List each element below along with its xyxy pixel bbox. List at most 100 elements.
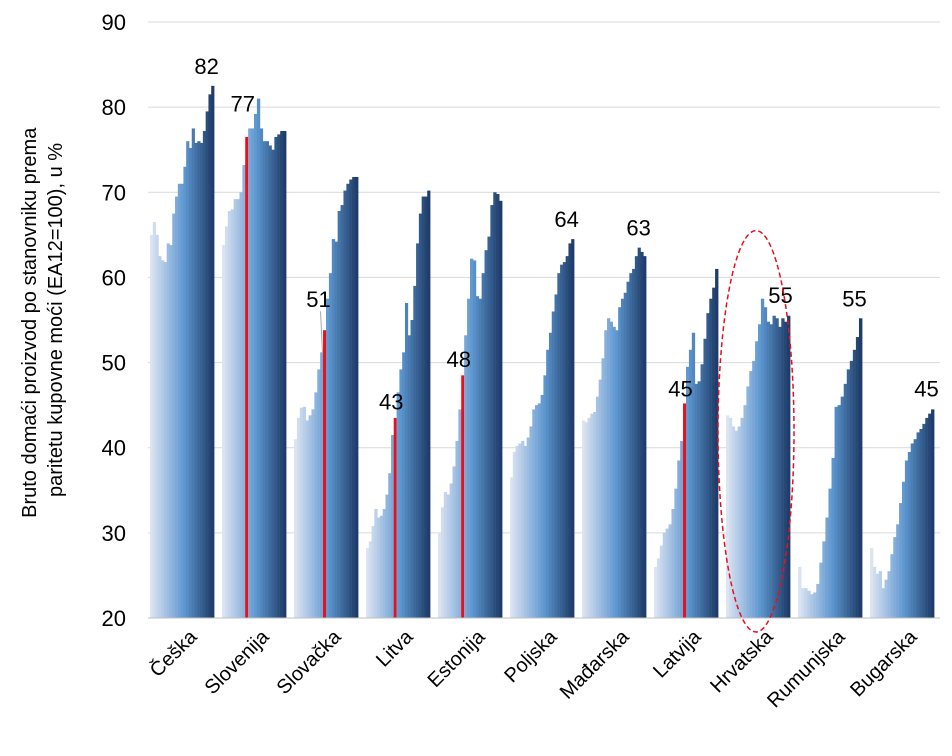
bar <box>248 128 252 618</box>
bar-group-0 <box>150 85 215 619</box>
bar <box>819 562 823 618</box>
bar <box>202 130 207 619</box>
bar <box>665 528 669 618</box>
bar <box>334 241 339 618</box>
bar <box>194 142 198 618</box>
bar-groups <box>150 85 935 619</box>
bar <box>404 302 409 618</box>
bar <box>668 524 672 618</box>
y-tick-label: 70 <box>102 180 126 205</box>
category-label: Mađarska <box>556 625 634 703</box>
bar <box>239 192 243 619</box>
bar <box>686 366 690 618</box>
bar <box>379 515 384 618</box>
bar <box>296 417 301 618</box>
bar <box>535 405 539 618</box>
bar <box>846 369 851 618</box>
bar <box>623 292 627 618</box>
bar <box>302 406 307 618</box>
bar <box>283 130 287 619</box>
bar <box>916 432 920 618</box>
bar <box>565 256 569 618</box>
bar <box>399 369 403 618</box>
bar <box>472 260 477 618</box>
bar <box>340 205 344 619</box>
bar <box>262 141 267 618</box>
bar <box>197 141 201 618</box>
bar <box>455 440 459 618</box>
y-tick-label: 60 <box>102 265 126 290</box>
bar <box>352 176 356 618</box>
bar <box>515 446 519 618</box>
bar <box>728 417 733 618</box>
bar <box>496 193 500 618</box>
bar <box>355 176 359 618</box>
bar <box>236 199 240 618</box>
data-label: 77 <box>230 91 254 116</box>
bar <box>211 85 215 619</box>
data-labels: 82 77 51 43 48 64 63 45 55 55 45 <box>194 54 938 415</box>
bar <box>813 592 817 618</box>
bar <box>230 209 235 619</box>
bar <box>632 268 636 618</box>
bar <box>314 392 318 618</box>
bar <box>843 383 848 618</box>
bar <box>766 321 771 618</box>
bar <box>755 341 759 618</box>
bar <box>781 318 785 618</box>
bar <box>458 409 462 618</box>
bar-group-2 <box>294 176 359 619</box>
data-label: 55 <box>842 286 866 311</box>
bar <box>697 381 701 618</box>
data-label: 45 <box>914 377 938 402</box>
bar <box>904 460 909 618</box>
bar <box>731 426 736 618</box>
bar <box>158 256 162 618</box>
bar <box>568 243 572 618</box>
bar <box>907 451 912 618</box>
bar <box>305 420 309 618</box>
bar <box>163 262 168 618</box>
category-label: Latvija <box>649 625 706 682</box>
bar <box>590 413 594 618</box>
bar <box>852 349 857 618</box>
bar <box>382 509 386 618</box>
bar <box>925 417 929 618</box>
data-label-leader-line <box>320 311 324 355</box>
bar <box>643 256 647 618</box>
bar-group-1 <box>222 98 287 619</box>
y-axis-tick-labels: 20 30 40 50 60 70 80 90 <box>102 10 126 631</box>
bar <box>604 330 608 618</box>
bar <box>470 258 474 618</box>
bar <box>532 409 536 618</box>
bar <box>366 548 370 618</box>
bar <box>294 439 298 618</box>
bar <box>481 273 485 618</box>
bar <box>875 573 880 618</box>
bar <box>449 483 453 618</box>
bar <box>706 313 710 618</box>
bar <box>928 413 932 618</box>
bar <box>922 423 926 618</box>
y-tick-label: 50 <box>102 351 126 376</box>
bar <box>259 128 264 618</box>
bar <box>822 541 826 618</box>
bar <box>881 588 885 618</box>
bar <box>849 360 854 618</box>
bar-group-5 <box>510 239 575 618</box>
bar <box>828 488 832 618</box>
bar <box>548 332 553 618</box>
bar <box>691 332 696 618</box>
bar <box>402 352 406 618</box>
bar <box>700 364 704 618</box>
bar <box>416 243 420 618</box>
bar <box>493 192 497 619</box>
bar <box>919 428 923 618</box>
bar <box>183 166 187 618</box>
bar <box>446 494 451 618</box>
bar <box>634 256 639 618</box>
bar <box>499 200 503 619</box>
bar <box>377 517 381 618</box>
bar <box>349 179 353 618</box>
bar <box>763 307 768 618</box>
